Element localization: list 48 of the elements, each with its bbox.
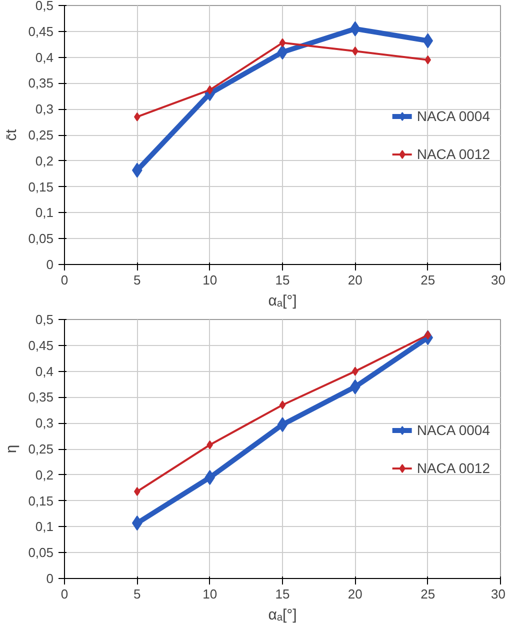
y-tick-label: 0,1: [35, 519, 54, 534]
y-axis-title: c̄t: [3, 128, 20, 141]
point: [279, 400, 286, 410]
x-tick-label: 25: [420, 586, 436, 602]
y-tick-label: 0,1: [35, 205, 54, 220]
y-tick-label: 0,5: [35, 0, 54, 13]
point: [277, 44, 288, 60]
x-tick-label: 0: [60, 272, 68, 288]
x-tick-label: 15: [275, 586, 290, 602]
point: [279, 38, 286, 48]
y-tick-label: 0,5: [35, 312, 54, 327]
legend-label: NACA 0012: [416, 460, 490, 476]
x-axis-title: αₐ[°]: [268, 606, 297, 624]
y-tick-label: 0,45: [28, 338, 54, 353]
y-tick-label: 0,15: [28, 179, 54, 194]
y-tick-label: 0,45: [28, 24, 54, 39]
legend-label: NACA 0004: [416, 108, 490, 124]
x-tick-label: 0: [60, 586, 68, 602]
y-tick-label: 0,35: [28, 76, 54, 91]
x-tick-label: 20: [348, 586, 362, 602]
y-tick-label: 0,4: [35, 364, 54, 379]
y-tick-label: 0,25: [28, 442, 54, 456]
legend-label: NACA 0012: [416, 146, 490, 162]
legend-label: NACA 0004: [416, 422, 490, 438]
y-tick-label: 0: [46, 257, 54, 272]
x-tick-label: 25: [420, 272, 436, 288]
x-tick-label: 5: [134, 272, 141, 288]
x-tick-label: 5: [134, 586, 141, 602]
y-tick-label: 0,3: [35, 416, 54, 431]
x-tick-label: 30: [491, 272, 506, 288]
x-tick-label: 10: [202, 272, 218, 288]
y-tick-label: 0,15: [28, 493, 54, 508]
y-tick-label: 0,25: [28, 128, 54, 142]
y-tick-label: 0,3: [35, 102, 54, 117]
y-tick-label: 0,4: [35, 50, 54, 65]
x-tick-label: 10: [202, 586, 218, 602]
y-tick-label: 0,2: [35, 153, 54, 168]
y-tick-label: 0,2: [35, 467, 54, 482]
x-tick-label: 20: [348, 272, 362, 288]
y-tick-label: 0,05: [28, 231, 54, 246]
y-tick-label: 0: [46, 571, 54, 586]
y-axis-title: η: [3, 444, 20, 454]
x-tick-label: 30: [491, 586, 506, 602]
x-tick-label: 15: [275, 272, 290, 288]
y-tick-label: 0,05: [28, 545, 54, 560]
x-axis-title: αₐ[°]: [268, 292, 297, 310]
point: [277, 417, 288, 432]
y-tick-label: 0,35: [28, 390, 54, 405]
